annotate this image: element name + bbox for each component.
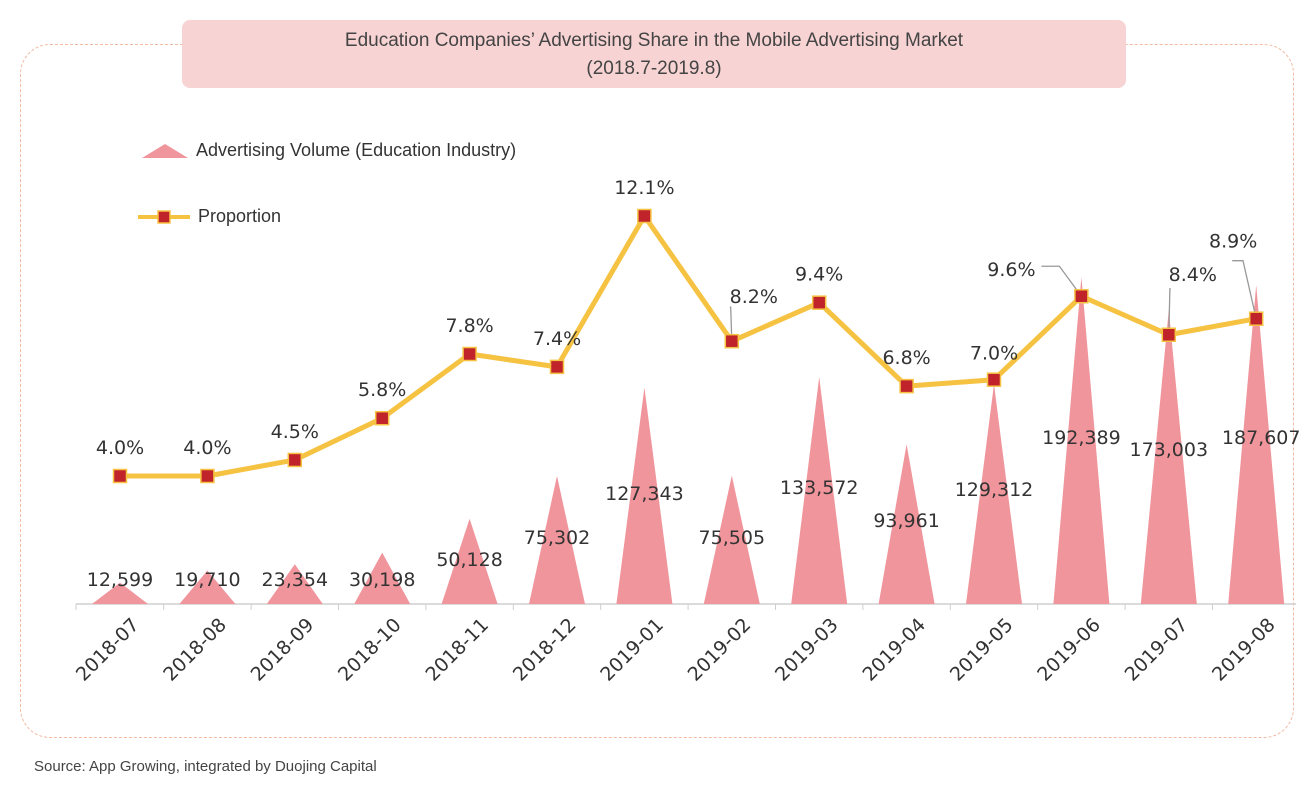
x-tick-label: 2018-10 <box>334 614 406 686</box>
proportion-data-label: 9.4% <box>795 264 843 286</box>
x-tick-label: 2018-07 <box>72 614 144 686</box>
volume-data-label: 23,354 <box>262 569 328 591</box>
proportion-data-label: 6.8% <box>882 347 930 369</box>
proportion-marker <box>463 348 476 361</box>
volume-data-label: 12,599 <box>87 569 153 591</box>
proportion-marker <box>1250 312 1263 325</box>
x-tick-label: 2019-07 <box>1121 614 1193 686</box>
proportion-marker <box>725 335 738 348</box>
proportion-data-label: 7.0% <box>970 343 1018 365</box>
proportion-marker <box>201 470 214 483</box>
proportion-data-label: 7.4% <box>533 328 581 350</box>
x-tick-label: 2019-01 <box>596 614 668 686</box>
proportion-data-label: 8.9% <box>1209 231 1257 253</box>
volume-data-label: 75,505 <box>699 527 765 549</box>
proportion-marker <box>1075 290 1088 303</box>
volume-data-label: 187,607 <box>1222 427 1301 449</box>
volume-data-label: 129,312 <box>955 479 1034 501</box>
volume-data-label: 75,302 <box>524 527 590 549</box>
volume-data-label: 192,389 <box>1042 427 1121 449</box>
legend-volume: Advertising Volume (Education Industry) <box>142 140 516 161</box>
volume-data-label: 50,128 <box>436 549 502 571</box>
volume-data-label: 173,003 <box>1130 439 1209 461</box>
x-tick-label: 2018-12 <box>509 614 581 686</box>
proportion-data-label: 4.0% <box>183 437 231 459</box>
x-tick-label: 2018-11 <box>421 614 493 686</box>
volume-data-label: 30,198 <box>349 569 415 591</box>
proportion-data-label: 8.4% <box>1169 264 1217 286</box>
proportion-marker <box>638 209 651 222</box>
x-tick-label: 2019-03 <box>771 614 843 686</box>
legend-volume-label: Advertising Volume (Education Industry) <box>196 140 516 161</box>
proportion-marker <box>551 360 564 373</box>
x-tick-label: 2018-09 <box>247 614 319 686</box>
label-leader-line <box>1232 261 1256 319</box>
chart-canvas: 4.0% 4.0% 4.5% 5.8% 7.8% 7.4% 12.1% 8.2% 9.4% 6.8… <box>0 0 1313 796</box>
x-tick-label: 2019-04 <box>858 614 930 686</box>
legend-proportion-label: Proportion <box>198 206 281 227</box>
legend-triangle-icon <box>142 143 188 159</box>
volume-data-label: 19,710 <box>174 569 240 591</box>
proportion-data-label: 4.5% <box>271 421 319 443</box>
legend-proportion: Proportion <box>138 206 281 227</box>
proportion-data-label: 5.8% <box>358 379 406 401</box>
proportion-data-label: 4.0% <box>96 437 144 459</box>
volume-data-label: 93,961 <box>873 510 939 532</box>
x-tick-label: 2018-08 <box>159 614 231 686</box>
x-tick-label: 2019-06 <box>1033 614 1105 686</box>
proportion-marker <box>376 412 389 425</box>
proportion-data-label: 7.8% <box>445 315 493 337</box>
proportion-data-label: 8.2% <box>730 286 778 308</box>
proportion-data-label: 12.1% <box>614 177 674 199</box>
volume-data-label: 133,572 <box>780 477 859 499</box>
x-tick-label: 2019-02 <box>684 614 756 686</box>
proportion-marker <box>114 470 127 483</box>
source-note: Source: App Growing, integrated by Duoji… <box>34 758 377 775</box>
proportion-data-label: 9.6% <box>987 259 1035 281</box>
proportion-marker <box>988 373 1001 386</box>
proportion-marker <box>813 296 826 309</box>
x-tick-label: 2019-05 <box>946 614 1018 686</box>
proportion-marker <box>1162 328 1175 341</box>
proportion-marker <box>900 380 913 393</box>
x-tick-label: 2019-08 <box>1208 614 1280 686</box>
legend-line-marker-icon <box>138 207 190 227</box>
volume-data-label: 127,343 <box>605 483 684 505</box>
proportion-marker <box>288 453 301 466</box>
